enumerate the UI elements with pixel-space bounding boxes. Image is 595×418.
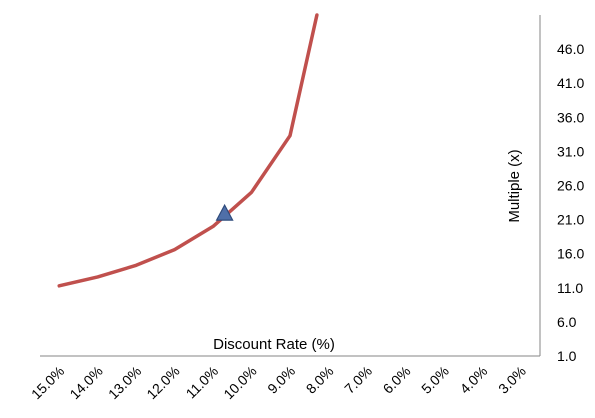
y-tick-label: 6.0 [557, 314, 577, 330]
x-tick-label: 4.0% [457, 363, 491, 397]
x-tick-label: 7.0% [341, 363, 375, 397]
x-tick-label: 9.0% [264, 363, 298, 397]
y-tick-label: 46.0 [557, 41, 584, 57]
x-axis-title: Discount Rate (%) [213, 336, 335, 353]
x-tick-label: 10.0% [220, 363, 259, 402]
x-tick-label: 3.0% [495, 363, 529, 397]
y-axis-title: Multiple (x) [506, 149, 523, 222]
x-tick-label: 14.0% [66, 363, 105, 402]
x-tick-label: 5.0% [418, 363, 452, 397]
series-line [57, 13, 319, 288]
y-tick-label: 41.0 [557, 75, 584, 91]
y-tick-label: 31.0 [557, 143, 584, 159]
x-tick-label: 8.0% [303, 363, 337, 397]
axes [40, 15, 541, 357]
y-tick-label: 16.0 [557, 246, 584, 262]
x-tick-label: 11.0% [183, 363, 222, 402]
y-tick-label: 26.0 [557, 178, 584, 194]
y-tick-label: 36.0 [557, 109, 584, 125]
y-tick-label: 21.0 [557, 212, 584, 228]
y-tick-label: 1.0 [557, 348, 577, 364]
x-tick-label: 13.0% [105, 363, 144, 402]
x-tick-label: 6.0% [380, 363, 414, 397]
plot-area [57, 13, 319, 288]
x-tick-label: 15.0% [28, 363, 67, 402]
y-tick-label: 11.0 [557, 280, 583, 296]
triangle-marker [215, 203, 234, 221]
x-tick-label: 12.0% [143, 363, 182, 402]
